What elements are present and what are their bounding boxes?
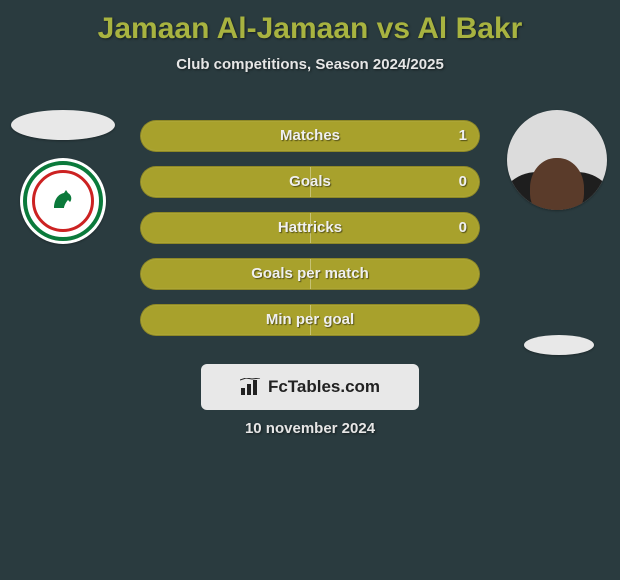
stat-row: Goals per match: [140, 258, 480, 290]
brand-label: FcTables.com: [268, 377, 380, 397]
right-player-column: [502, 110, 612, 355]
left-club-badge: [20, 158, 106, 244]
horse-icon: [50, 188, 76, 212]
left-player-column: [8, 110, 118, 244]
bar-chart-icon: [240, 378, 262, 396]
page-title: Jamaan Al-Jamaan vs Al Bakr: [0, 0, 620, 46]
right-player-ellipse: [524, 335, 594, 355]
stat-row: Matches1: [140, 120, 480, 152]
stat-row: Min per goal: [140, 304, 480, 336]
stat-right-value: 0: [459, 213, 467, 243]
date-text: 10 november 2024: [0, 420, 620, 437]
stat-label: Goals: [141, 167, 479, 197]
stat-label: Hattricks: [141, 213, 479, 243]
stat-rows: Matches1Goals0Hattricks0Goals per matchM…: [140, 120, 480, 350]
right-player-photo: [507, 110, 607, 210]
stat-row: Goals0: [140, 166, 480, 198]
brand-box: FcTables.com: [201, 364, 419, 410]
stat-label: Matches: [141, 121, 479, 151]
stat-right-value: 1: [459, 121, 467, 151]
stat-label: Goals per match: [141, 259, 479, 289]
stat-right-value: 0: [459, 167, 467, 197]
stat-label: Min per goal: [141, 305, 479, 335]
page-subtitle: Club competitions, Season 2024/2025: [0, 56, 620, 73]
stat-row: Hattricks0: [140, 212, 480, 244]
left-player-ellipse: [11, 110, 115, 140]
